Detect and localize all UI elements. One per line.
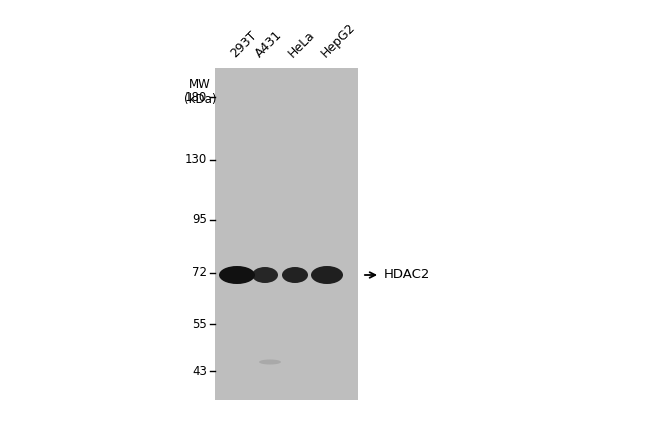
Ellipse shape — [259, 360, 281, 365]
Ellipse shape — [311, 266, 343, 284]
Ellipse shape — [219, 266, 255, 284]
Text: 180: 180 — [185, 91, 207, 104]
Text: 95: 95 — [192, 213, 207, 226]
Text: 43: 43 — [192, 365, 207, 378]
Text: 130: 130 — [185, 153, 207, 166]
Text: MW
(kDa): MW (kDa) — [184, 78, 216, 106]
Text: HepG2: HepG2 — [318, 21, 358, 60]
Text: 72: 72 — [192, 266, 207, 279]
Ellipse shape — [282, 267, 308, 283]
Bar — [215, 68, 358, 400]
Text: HDAC2: HDAC2 — [384, 268, 430, 281]
Text: A431: A431 — [253, 28, 285, 60]
Ellipse shape — [252, 267, 278, 283]
Text: HeLa: HeLa — [286, 28, 318, 60]
Text: 55: 55 — [192, 318, 207, 331]
Text: 293T: 293T — [227, 29, 259, 60]
